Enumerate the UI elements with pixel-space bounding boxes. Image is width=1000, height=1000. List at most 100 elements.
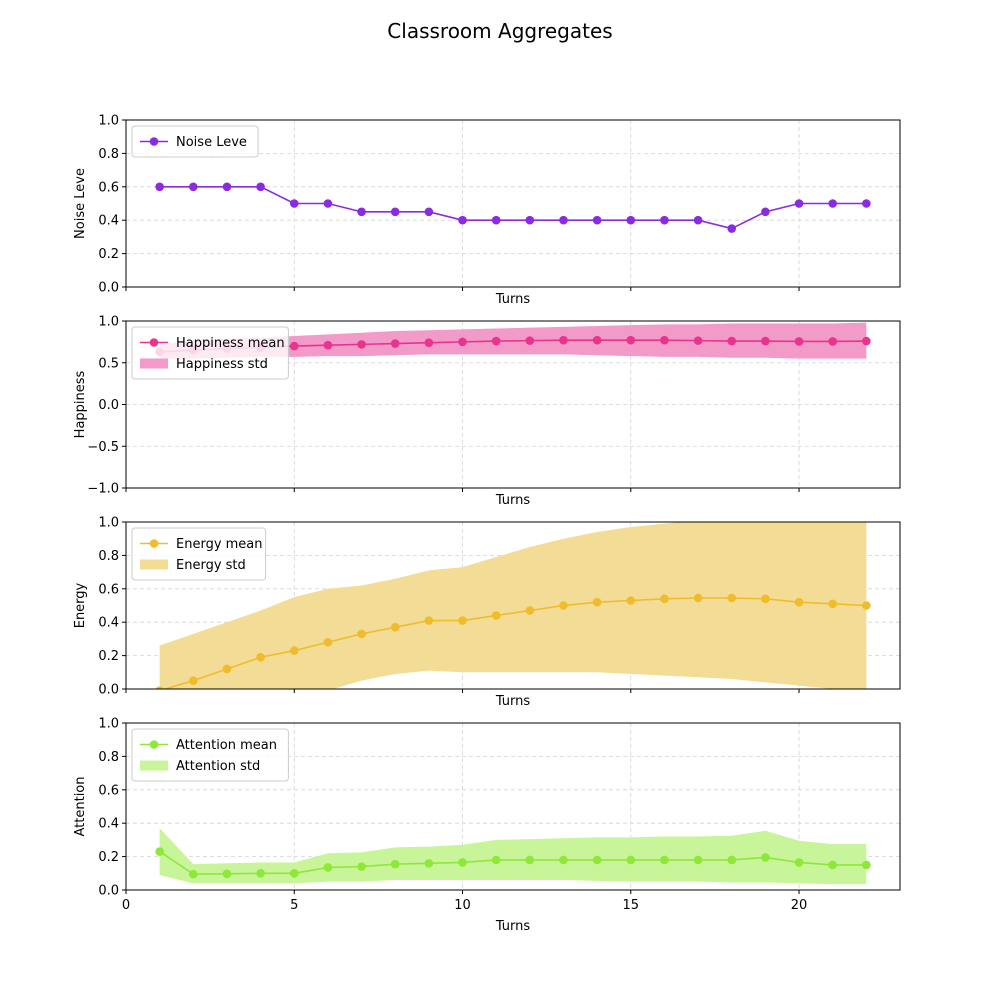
data-point [222,869,232,879]
x-axis [125,488,800,492]
data-point [390,622,400,632]
y-axis: 0.0 0.2 0.4 0.6 0.8 1.0 [98,114,126,296]
data-point [794,337,804,346]
data-point [592,855,602,865]
x-axis-label: Turns [495,493,531,508]
data-point [592,215,602,225]
subplot-attention: 0.0 0.2 0.4 0.6 0.8 1.0 0 5 10 15 20 Turns Attention… [73,717,901,934]
legend: Happiness mean Happiness std [131,326,289,380]
data-point [458,616,467,625]
legend-marker-swatch [149,740,159,749]
data-point [458,215,467,225]
y-axis: −1.0 −0.5 0.0 0.5 1.0 [87,315,126,497]
y-tick-label: 0.0 [98,398,119,413]
x-axis [125,689,800,693]
y-axis: 0.0 0.2 0.4 0.6 0.8 1.0 [98,717,126,899]
data-point [727,336,737,346]
series-line-attention-mean [159,850,867,875]
data-point [592,597,602,607]
y-tick-label: 0.2 [98,850,119,865]
y-axis-label: Attention [73,777,88,837]
legend-band-swatch [140,358,168,369]
data-point [626,215,636,225]
axes-frame [125,722,901,891]
data-point [559,601,568,610]
data-point [357,629,366,639]
x-tick-label: 20 [791,898,808,913]
legend-label: Happiness mean [176,336,285,351]
axes-frame [125,521,901,690]
data-point [390,859,400,869]
y-tick-label: −1.0 [87,482,119,497]
data-point [155,182,164,192]
legend-band-swatch [140,760,168,771]
legend-label: Energy mean [176,537,263,552]
plot-area [155,522,871,689]
data-point [289,341,299,351]
data-point [660,855,669,865]
data-point [491,215,501,225]
data-point [761,853,770,862]
y-axis: 0.0 0.2 0.4 0.6 0.8 1.0 [98,516,126,698]
y-tick-label: 1.0 [98,717,119,732]
data-point [458,858,467,867]
y-axis-label: Happiness [73,370,88,438]
data-point [693,855,703,865]
y-axis-label: Noise Leve [73,168,88,239]
y-tick-label: 0.0 [98,281,119,296]
data-point [256,869,265,878]
y-tick-label: 1.0 [98,315,119,330]
data-point [862,336,871,346]
x-tick-label: 15 [623,898,640,913]
plot-area [155,182,871,233]
std-band-energy-std [159,522,867,689]
subplots: 0.0 0.2 0.4 0.6 0.8 1.0 Turns Noise Leve Noise L… [73,114,901,934]
data-point [727,224,737,233]
subplot-happiness: −1.0 −0.5 0.0 0.5 1.0 Turns Happiness Happiness… [73,315,901,508]
std-band-attention-std [159,828,867,885]
data-point [491,336,501,346]
legend-label: Attention mean [176,738,277,753]
legend-box [131,326,289,380]
axes-frame [125,119,901,288]
y-tick-label: −0.5 [87,440,119,455]
data-point [828,599,837,609]
data-point [660,594,669,604]
data-point [693,336,703,345]
data-point [155,847,164,856]
x-axis-label: Turns [495,919,531,934]
legend-label: Energy std [176,558,246,573]
data-point [626,596,636,605]
data-point [458,337,467,347]
data-point [189,869,198,879]
data-point [828,860,837,870]
x-axis-label: Turns [495,292,531,307]
data-point [794,858,804,867]
data-point [660,215,669,225]
x-axis: 0 5 10 15 20 [122,890,807,913]
data-point [525,336,535,345]
data-point [727,593,737,603]
series-line-noise-leve [159,186,867,230]
data-point [222,664,232,674]
y-tick-label: 0.8 [98,147,119,162]
data-point [862,601,871,610]
subplot-noise-leve: 0.0 0.2 0.4 0.6 0.8 1.0 Turns Noise Leve Noise L… [73,114,901,307]
data-point [592,335,602,345]
y-tick-label: 0.2 [98,649,119,664]
data-point [828,337,837,346]
data-point [559,855,568,865]
legend: Energy mean Energy std [131,527,267,581]
y-tick-label: 0.0 [98,884,119,899]
data-point [189,182,198,192]
y-tick-label: 0.8 [98,750,119,765]
data-point [256,652,265,662]
data-point [525,215,535,225]
data-point [525,606,535,615]
data-point [357,340,366,349]
data-point [794,597,804,607]
x-axis [125,287,800,291]
y-tick-label: 0.6 [98,582,119,597]
